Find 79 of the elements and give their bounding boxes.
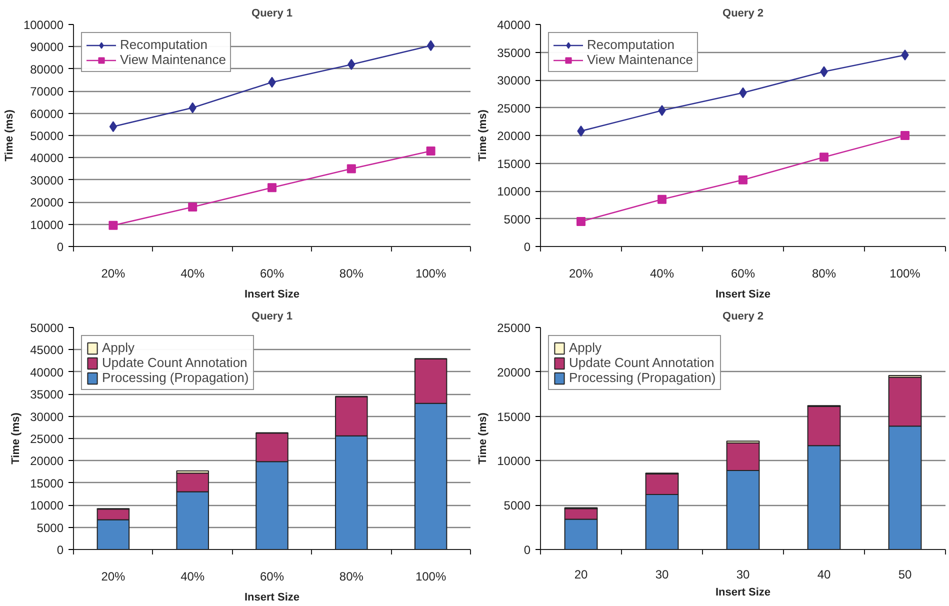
legend-label: Processing (Propagation) bbox=[569, 370, 716, 385]
y-tick-label: 10000 bbox=[497, 454, 531, 468]
y-tick-label: 30000 bbox=[30, 173, 64, 188]
y-tick-label: 10000 bbox=[30, 498, 64, 513]
y-tick-label: 20000 bbox=[30, 454, 64, 468]
legend-label: View Maintenance bbox=[120, 52, 226, 67]
legend-label: Recomputation bbox=[120, 37, 208, 52]
x-axis-title: Insert Size bbox=[715, 586, 771, 598]
y-tick-label: 15000 bbox=[497, 156, 531, 171]
x-tick-label: 30 bbox=[736, 568, 750, 582]
legend-label: Processing (Propagation) bbox=[102, 370, 249, 385]
y-tick-label: 25000 bbox=[497, 101, 531, 116]
x-tick-label: 20% bbox=[101, 570, 126, 584]
x-tick-label: 20% bbox=[101, 266, 126, 280]
y-tick-label: 50000 bbox=[30, 321, 64, 335]
chart-title: Query 1 bbox=[252, 8, 292, 20]
y-tick-label: 10000 bbox=[497, 184, 531, 198]
chart-title: Query 2 bbox=[722, 8, 764, 20]
y-tick-label: 5000 bbox=[504, 498, 531, 513]
x-tick-label: 80% bbox=[339, 570, 364, 584]
y-tick-label: 45000 bbox=[30, 343, 64, 358]
y-tick-label: 30000 bbox=[30, 410, 64, 424]
x-tick-label: 40% bbox=[180, 266, 205, 280]
x-tick-label: 40% bbox=[650, 266, 674, 280]
y-tick-label: 90000 bbox=[30, 40, 64, 54]
x-tick-label: 60% bbox=[260, 570, 284, 584]
y-axis-title: Time (ms) bbox=[477, 412, 490, 464]
x-tick-label: 40% bbox=[180, 570, 205, 584]
x-tick-label: 20% bbox=[568, 266, 594, 280]
y-tick-label: 80000 bbox=[30, 62, 64, 76]
x-axis-title: Insert Size bbox=[244, 288, 300, 300]
y-tick-label: 40000 bbox=[30, 151, 64, 166]
y-tick-label: 0 bbox=[56, 240, 64, 254]
y-tick-label: 30000 bbox=[497, 74, 531, 88]
y-tick-label: 10000 bbox=[30, 218, 64, 232]
x-axis-title: Insert Size bbox=[244, 592, 300, 604]
x-tick-label: 80% bbox=[812, 266, 836, 280]
y-tick-label: 100000 bbox=[23, 18, 64, 32]
chart-title: Query 2 bbox=[722, 310, 764, 322]
legend-label: Update Count Annotation bbox=[569, 355, 714, 370]
y-tick-label: 35000 bbox=[497, 46, 531, 60]
x-axis-title: Insert Size bbox=[715, 288, 771, 300]
y-tick-label: 40000 bbox=[497, 18, 531, 32]
y-tick-label: 20000 bbox=[30, 196, 64, 210]
y-tick-label: 0 bbox=[56, 543, 64, 557]
y-tick-label: 0 bbox=[524, 240, 531, 254]
y-tick-label: 15000 bbox=[497, 410, 531, 424]
x-tick-label: 60% bbox=[730, 266, 756, 280]
y-tick-label: 15000 bbox=[30, 476, 64, 490]
x-tick-label: 30 bbox=[655, 568, 669, 582]
y-tick-label: 0 bbox=[524, 543, 531, 557]
x-tick-label: 40 bbox=[817, 568, 831, 582]
y-tick-label: 20000 bbox=[497, 129, 531, 143]
x-tick-label: 100% bbox=[415, 266, 446, 280]
x-tick-label: 50 bbox=[898, 568, 912, 582]
y-tick-label: 50000 bbox=[30, 129, 64, 143]
y-tick-label: 5000 bbox=[504, 212, 531, 226]
y-tick-label: 40000 bbox=[30, 365, 64, 380]
x-tick-label: 60% bbox=[260, 266, 284, 280]
legend-label: Apply bbox=[569, 340, 602, 355]
y-tick-label: 70000 bbox=[30, 84, 64, 99]
x-tick-label: 100% bbox=[890, 266, 921, 280]
legend-label: Update Count Annotation bbox=[102, 355, 248, 370]
y-tick-label: 20000 bbox=[497, 365, 531, 380]
y-tick-label: 5000 bbox=[36, 520, 64, 535]
y-tick-label: 35000 bbox=[30, 388, 64, 402]
legend-label: Apply bbox=[102, 340, 135, 355]
y-axis-title: Time (ms) bbox=[477, 109, 490, 162]
legend-label: Recomputation bbox=[587, 37, 674, 52]
y-axis-title: Time (ms) bbox=[10, 412, 22, 464]
x-tick-label: 100% bbox=[415, 570, 446, 584]
legend-label: View Maintenance bbox=[587, 52, 693, 67]
y-tick-label: 25000 bbox=[30, 432, 64, 446]
y-tick-label: 60000 bbox=[30, 106, 64, 121]
chart-title: Query 1 bbox=[252, 310, 292, 322]
x-tick-label: 20 bbox=[574, 568, 588, 582]
y-tick-label: 25000 bbox=[497, 321, 531, 335]
y-axis-title: Time (ms) bbox=[3, 109, 16, 162]
x-tick-label: 80% bbox=[339, 266, 364, 280]
